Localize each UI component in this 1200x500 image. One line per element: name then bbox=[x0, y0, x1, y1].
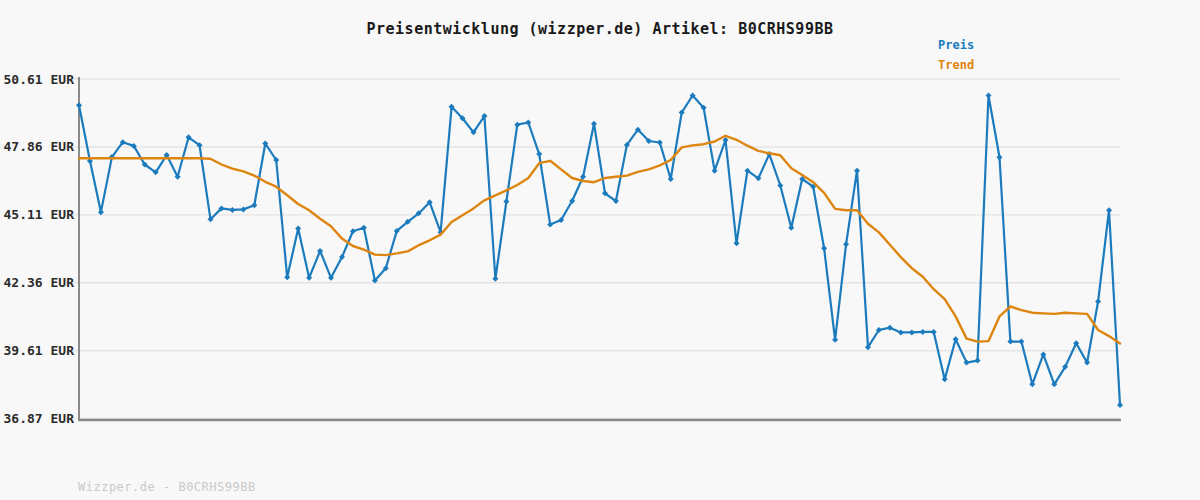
data-point-marker bbox=[821, 245, 827, 251]
trend-line bbox=[79, 136, 1120, 344]
data-point-marker bbox=[547, 221, 553, 227]
data-point-marker bbox=[920, 329, 926, 335]
data-point-marker bbox=[295, 225, 301, 231]
data-point-marker bbox=[854, 168, 860, 174]
data-point-marker bbox=[306, 275, 312, 281]
data-point-marker bbox=[284, 274, 290, 280]
data-point-marker bbox=[931, 329, 937, 335]
data-point-marker bbox=[909, 329, 915, 335]
data-point-marker bbox=[361, 225, 367, 231]
data-point-marker bbox=[76, 102, 82, 108]
data-point-marker bbox=[843, 241, 849, 247]
data-point-marker bbox=[1007, 339, 1013, 345]
data-point-marker bbox=[492, 276, 498, 282]
data-point-marker bbox=[591, 121, 597, 127]
y-tick-label: 45.11 EUR bbox=[4, 207, 75, 222]
data-point-marker bbox=[1095, 299, 1101, 305]
price-chart: 50.61 EUR 47.86 EUR 45.11 EUR 42.36 EUR 39.6… bbox=[0, 0, 1200, 500]
data-point-marker bbox=[887, 325, 893, 331]
data-point-marker bbox=[832, 337, 838, 343]
data-point-marker bbox=[788, 225, 794, 231]
price-history-page: { "title": "Preisentwicklung (wizzper.de… bbox=[0, 0, 1200, 500]
data-point-marker bbox=[942, 376, 948, 382]
data-point-marker bbox=[229, 207, 235, 213]
data-point-marker bbox=[514, 122, 520, 128]
y-tick-label: 36.87 EUR bbox=[4, 411, 75, 426]
data-point-marker bbox=[251, 202, 257, 208]
preis-line bbox=[79, 96, 1120, 406]
data-point-marker bbox=[1106, 207, 1112, 213]
data-point-marker bbox=[996, 154, 1002, 160]
data-point-marker bbox=[1117, 402, 1123, 408]
watermark-text: Wizzper.de - B0CRHS99BB bbox=[78, 480, 256, 494]
y-tick-label: 47.86 EUR bbox=[4, 139, 75, 154]
data-point-marker bbox=[657, 139, 663, 145]
data-point-marker bbox=[536, 151, 542, 157]
data-point-marker bbox=[1018, 339, 1024, 345]
data-point-marker bbox=[503, 199, 509, 205]
data-point-marker bbox=[1040, 351, 1046, 357]
y-tick-label: 39.61 EUR bbox=[4, 343, 75, 358]
y-tick-label: 42.36 EUR bbox=[4, 275, 75, 290]
data-point-marker bbox=[1029, 381, 1035, 387]
data-point-marker bbox=[525, 119, 531, 125]
data-point-marker bbox=[986, 93, 992, 99]
data-point-marker bbox=[712, 168, 718, 174]
data-point-marker bbox=[777, 182, 783, 188]
data-point-marker bbox=[668, 176, 674, 182]
data-point-marker bbox=[733, 240, 739, 246]
y-tick-label: 50.61 EUR bbox=[4, 72, 75, 87]
data-point-marker bbox=[975, 358, 981, 364]
data-point-marker bbox=[240, 206, 246, 212]
data-point-marker bbox=[317, 248, 323, 254]
